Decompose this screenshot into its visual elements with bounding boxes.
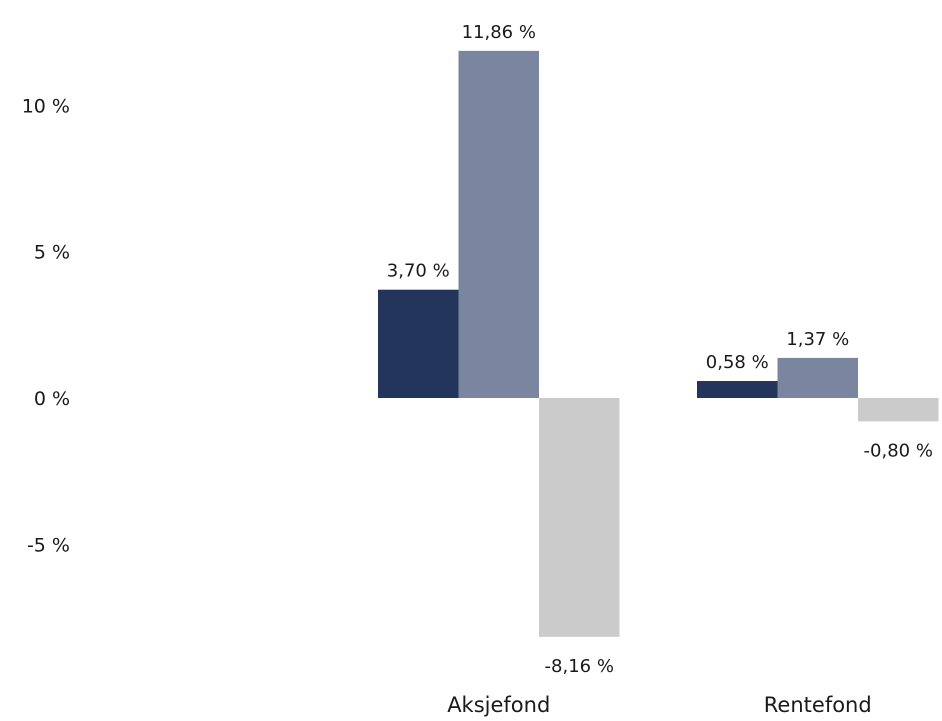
y-tick-label: -5 % bbox=[27, 534, 70, 556]
bar bbox=[858, 398, 939, 422]
data-label: 1,37 % bbox=[786, 329, 849, 350]
bar bbox=[697, 381, 778, 398]
x-category-label: Aksjefond bbox=[447, 693, 550, 717]
y-tick-label: 5 % bbox=[34, 242, 70, 264]
bar bbox=[539, 398, 620, 637]
bars bbox=[378, 50, 939, 637]
bar bbox=[777, 357, 858, 398]
data-label: 0,58 % bbox=[706, 352, 769, 373]
bar bbox=[458, 50, 539, 399]
data-label: -8,16 % bbox=[545, 656, 614, 677]
bar bbox=[378, 289, 459, 398]
y-tick-label: 0 % bbox=[34, 388, 70, 410]
data-label: -0,80 % bbox=[864, 440, 933, 461]
data-label: 3,70 % bbox=[387, 261, 450, 282]
y-axis: 10 % 5 % 0 % -5 % bbox=[22, 95, 70, 556]
y-tick-label: 10 % bbox=[22, 95, 70, 117]
x-axis: Aksjefond Rentefond bbox=[447, 693, 872, 717]
x-category-label: Rentefond bbox=[764, 693, 872, 717]
data-label: 11,86 % bbox=[462, 22, 536, 43]
data-labels: 3,70 % 0,58 % 11,86 % 1,37 % -8,16 % -0,80 % bbox=[387, 22, 933, 677]
